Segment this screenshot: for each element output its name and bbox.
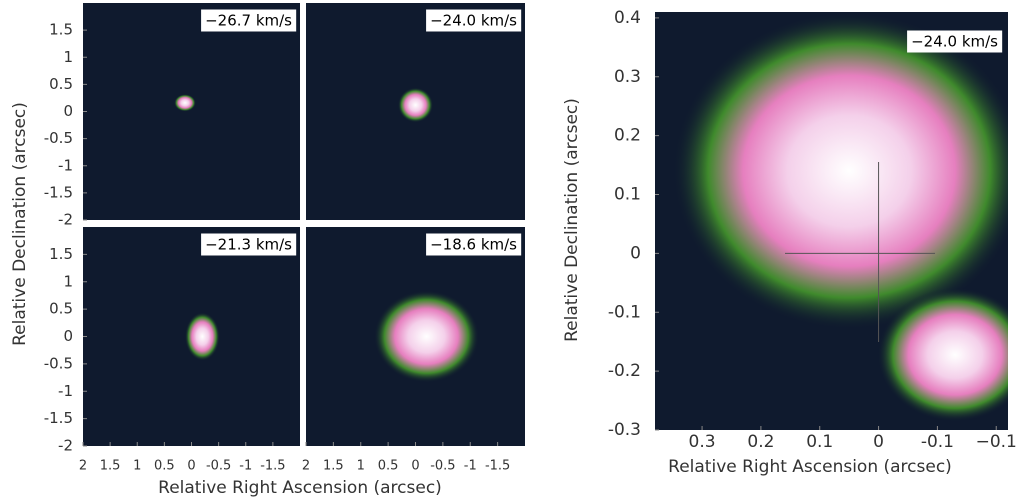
x-tick-label: -1 xyxy=(464,459,477,474)
y-axis-title: Relative Declination (arcsec) xyxy=(562,98,582,342)
x-tick-label: 0.5 xyxy=(154,459,175,474)
emission xyxy=(673,12,1017,330)
y-axis-title: Relative Declination (arcsec) xyxy=(10,102,30,346)
y-tick-label: 0 xyxy=(63,327,73,345)
y-tick-label: 0 xyxy=(63,102,73,120)
y-tick-label: 1 xyxy=(63,48,73,66)
x-tick-label: 0.3 xyxy=(689,432,716,452)
x-tick-label: 1.5 xyxy=(100,459,121,474)
y-tick-label: 0.3 xyxy=(614,67,641,87)
x-tick-label: 1.5 xyxy=(323,459,344,474)
panel xyxy=(655,12,1017,430)
y-tick-label: -1 xyxy=(58,382,73,400)
x-tick-label: -0.5 xyxy=(206,459,231,474)
x-tick-label: 0.2 xyxy=(747,432,774,452)
y-tick-label: -0.5 xyxy=(44,129,73,147)
map-background xyxy=(83,3,300,220)
x-tick-label: -1.5 xyxy=(485,459,510,474)
y-tick-label: 1.5 xyxy=(49,21,73,39)
y-tick-label: -1.5 xyxy=(44,409,73,427)
velocity-label: −26.7 km/s xyxy=(205,12,292,30)
x-tick-label: 0.5 xyxy=(378,459,399,474)
emission xyxy=(398,88,433,123)
x-axis-title: Relative Right Ascension (arcsec) xyxy=(158,478,442,498)
emission xyxy=(174,94,196,111)
x-tick-label: 1 xyxy=(133,459,141,474)
panel xyxy=(83,3,300,220)
y-tick-label: 0.5 xyxy=(49,300,73,318)
figure: −26.7 km/s 1.5 1 0.5 0 -0.5 -1 -1.5 -2 Relative D… xyxy=(0,0,1017,502)
x-tick-label: -1.5 xyxy=(260,459,285,474)
panel xyxy=(306,3,525,220)
emission xyxy=(374,291,479,383)
x-tick-label: −0.1 xyxy=(976,432,1017,452)
x-tick-label: 0 xyxy=(411,459,419,474)
y-tick-label: -0.1 xyxy=(608,302,641,322)
page: {"chart_data": [ {"type": "image", "anno… xyxy=(0,0,1017,502)
y-tick-label: -0.2 xyxy=(608,361,641,381)
y-tick-label: 0.1 xyxy=(614,185,641,205)
y-tick-label: 1.5 xyxy=(49,245,73,263)
x-axis-title: Relative Right Ascension (arcsec) xyxy=(668,457,952,477)
x-tick-label: 0 xyxy=(873,432,884,452)
x-tick-label: 0.1 xyxy=(806,432,833,452)
y-tick-label: -2 xyxy=(58,211,73,229)
velocity-label: −24.0 km/s xyxy=(911,33,998,51)
y-tick-label: 0 xyxy=(630,243,641,263)
x-tick-label: 0 xyxy=(187,459,195,474)
y-tick-label: -1.5 xyxy=(44,183,73,201)
y-tick-label: 0.4 xyxy=(614,8,641,28)
x-tick-label: -0.1 xyxy=(921,432,954,452)
panel xyxy=(306,227,525,446)
y-tick-label: -2 xyxy=(58,437,73,455)
velocity-label: −21.3 km/s xyxy=(205,236,292,254)
y-tick-label: 1 xyxy=(63,272,73,290)
x-tick-label: 1 xyxy=(357,459,365,474)
x-tick-label: -0.5 xyxy=(430,459,455,474)
x-tick-label: 2 xyxy=(79,459,87,474)
velocity-label: −18.6 km/s xyxy=(430,236,517,254)
x-tick-label: 2 xyxy=(302,459,310,474)
x-tick-label: -1 xyxy=(239,459,252,474)
y-tick-label: -0.5 xyxy=(44,354,73,372)
y-tick-label: 0.5 xyxy=(49,75,73,93)
velocity-label: −24.0 km/s xyxy=(430,12,517,30)
panel xyxy=(83,227,300,446)
y-tick-label: -0.3 xyxy=(608,420,641,440)
emission xyxy=(185,312,220,360)
y-tick-label: 0.2 xyxy=(614,126,641,146)
y-tick-label: -1 xyxy=(58,156,73,174)
